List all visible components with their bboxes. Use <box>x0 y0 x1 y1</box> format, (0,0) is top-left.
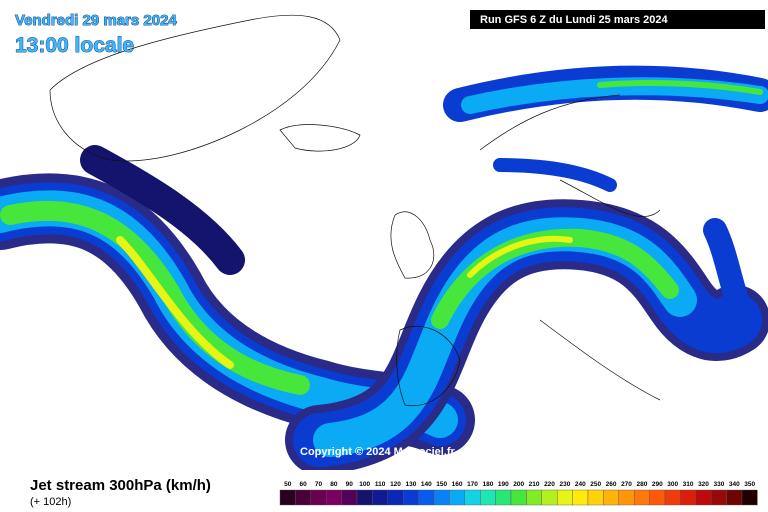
legend-label: 60 <box>299 481 307 488</box>
legend-swatch <box>310 489 327 506</box>
legend-label: 210 <box>529 481 540 488</box>
legend-label: 290 <box>652 481 663 488</box>
legend-label: 120 <box>390 481 401 488</box>
legend-swatch <box>356 489 373 506</box>
legend-label: 280 <box>636 481 647 488</box>
legend-swatch <box>372 489 388 506</box>
legend-swatch <box>295 489 311 506</box>
legend-label: 200 <box>513 481 524 488</box>
legend-swatch <box>680 489 697 506</box>
legend-swatch <box>649 489 666 506</box>
legend-swatch <box>664 489 681 506</box>
legend-swatch <box>557 489 573 506</box>
legend-swatch <box>464 489 481 506</box>
legend-label: 150 <box>436 481 447 488</box>
run-box <box>470 10 765 29</box>
legend-label: 310 <box>683 481 694 488</box>
legend-label: 90 <box>346 481 354 488</box>
legend-swatch <box>480 489 496 506</box>
legend-swatch <box>711 489 727 506</box>
legend-label: 300 <box>667 481 678 488</box>
legend-swatch <box>326 489 342 506</box>
forecast-date: Vendredi 29 mars 2024 <box>15 12 177 29</box>
legend-label: 80 <box>330 481 338 488</box>
legend-swatch <box>341 489 358 506</box>
legend-label: 140 <box>421 481 432 488</box>
legend-label: 340 <box>729 481 740 488</box>
legend-swatch <box>618 489 635 506</box>
legend-label: 270 <box>621 481 632 488</box>
footer-title: Jet stream 300hPa (km/h) <box>30 477 211 494</box>
legend-swatch <box>541 489 558 506</box>
legend-swatch <box>572 489 589 506</box>
legend-label: 110 <box>375 481 386 488</box>
legend-swatch <box>279 489 296 506</box>
legend-swatch <box>433 489 450 506</box>
copyright: Copyright © 2024 Meteociel.fr <box>300 446 456 458</box>
legend-label: 320 <box>698 481 709 488</box>
legend-label: 250 <box>590 481 601 488</box>
legend-swatch <box>510 489 527 506</box>
legend-label: 180 <box>482 481 493 488</box>
legend-swatch <box>526 489 543 506</box>
legend-swatch <box>418 489 435 506</box>
map <box>0 14 768 475</box>
legend-swatch <box>634 489 650 506</box>
footer-subtitle: (+ 102h) <box>30 496 71 508</box>
legend-label: 70 <box>315 481 323 488</box>
legend-swatch <box>587 489 604 506</box>
legend-label: 350 <box>744 481 755 488</box>
legend-label: 160 <box>452 481 463 488</box>
legend-swatch <box>726 489 743 506</box>
legend-label: 230 <box>559 481 570 488</box>
legend-label: 220 <box>544 481 555 488</box>
legend-label: 130 <box>405 481 416 488</box>
legend-swatch <box>695 489 712 506</box>
legend-label: 260 <box>606 481 617 488</box>
legend-label: 190 <box>498 481 509 488</box>
legend-label: 50 <box>284 481 292 488</box>
run-label: Run GFS 6 Z du Lundi 25 mars 2024 <box>480 14 669 26</box>
legend-label: 170 <box>467 481 478 488</box>
legend: 50 60 70 80 90 100 110 120 130 140 150 160 170 180 190… <box>279 481 758 506</box>
legend-label: 100 <box>359 481 370 488</box>
legend-swatch <box>603 489 620 506</box>
legend-swatch <box>449 489 465 506</box>
legend-label: 240 <box>575 481 586 488</box>
legend-swatch <box>741 489 758 506</box>
legend-swatch <box>387 489 404 506</box>
legend-swatch <box>403 489 419 506</box>
forecast-time: 13:00 locale <box>15 34 134 57</box>
legend-swatch <box>495 489 512 506</box>
legend-label: 330 <box>713 481 724 488</box>
